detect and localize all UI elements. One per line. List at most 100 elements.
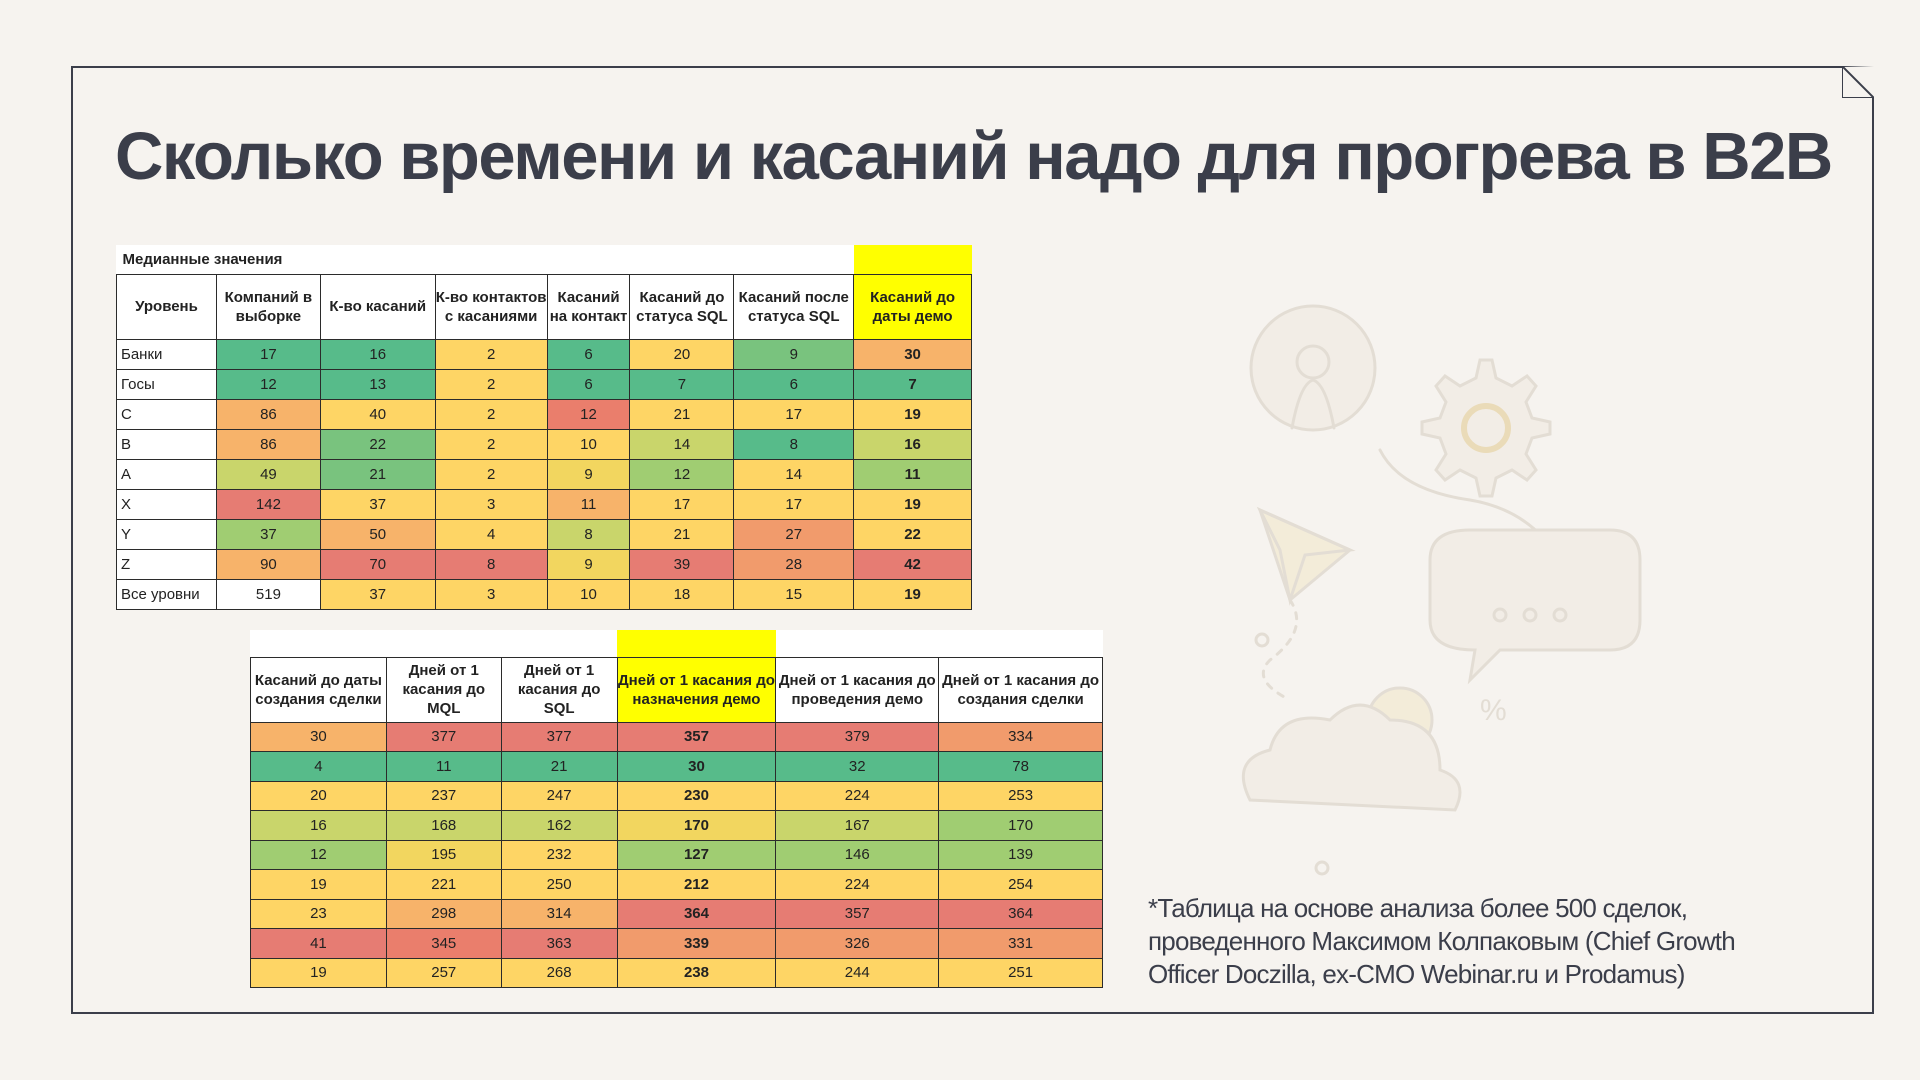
table-cell: 364 <box>938 898 1103 929</box>
table-cell: 238 <box>616 957 777 988</box>
header-companies: Компаний в выборке <box>215 273 321 340</box>
table-cell: 339 <box>616 928 777 959</box>
table-cell: 253 <box>938 780 1103 811</box>
table-cell: 326 <box>775 928 940 959</box>
table-cell: 21 <box>629 518 735 550</box>
header-days-to-demo-scheduled: Дней от 1 касания до назначения демо <box>616 656 777 723</box>
table-cell: 13 <box>319 368 436 400</box>
table-cell: 19 <box>853 578 972 610</box>
table-cell: 170 <box>616 810 777 841</box>
table-cell: 14 <box>629 428 735 460</box>
table-cell: 268 <box>500 957 618 988</box>
table-row: 41 345 363 339 326 331 <box>250 928 1103 959</box>
table-cell: 3 <box>434 578 548 610</box>
dashed-path <box>1261 598 1299 702</box>
row-label: Z <box>116 548 217 580</box>
table-cell: 2 <box>434 458 548 490</box>
table-cell: 50 <box>319 518 436 550</box>
table-row: 16 168 162 170 167 170 <box>250 810 1103 841</box>
row-label: Банки <box>116 338 217 370</box>
table-cell: 247 <box>500 780 618 811</box>
table-row: Все уровни 519 37 3 10 18 15 19 <box>116 578 972 610</box>
table-cell: 250 <box>500 869 618 900</box>
table-cell: 12 <box>546 398 631 430</box>
table-cell: 23 <box>250 898 387 929</box>
table-cell: 334 <box>938 721 1103 752</box>
table-row: Y 37 50 4 8 21 27 22 <box>116 518 972 550</box>
header-days-to-demo-held: Дней от 1 касания до проведения демо <box>775 656 940 723</box>
row-label: Госы <box>116 368 217 400</box>
table-cell: 39 <box>629 548 735 580</box>
table-cell: 19 <box>250 869 387 900</box>
chat-bubble-icon <box>1428 528 1642 685</box>
table-row: X 142 37 3 11 17 17 19 <box>116 488 972 520</box>
table-cell: 21 <box>319 458 436 490</box>
metrics-table-days: Касаний до даты создания сделки Дней от … <box>250 630 1103 988</box>
table-cell: 6 <box>546 338 631 370</box>
table-cell: 22 <box>319 428 436 460</box>
table-cell: 32 <box>775 751 940 782</box>
row-label: B <box>116 428 217 460</box>
table-cell: 42 <box>853 548 972 580</box>
table-cell: 314 <box>500 898 618 929</box>
table-cell: 377 <box>500 721 618 752</box>
header-touches-per-contact: Касаний на контакт <box>546 273 631 340</box>
table-cell: 20 <box>250 780 387 811</box>
table-cell: 6 <box>546 368 631 400</box>
table-cell: 16 <box>250 810 387 841</box>
header-days-to-deal: Дней от 1 касания до создания сделки <box>938 656 1103 723</box>
median-caption: Медианные значения <box>116 245 321 275</box>
header-days-to-mql: Дней от 1 касания до MQL <box>385 656 502 723</box>
table-cell: 7 <box>853 368 972 400</box>
table-cell: 21 <box>500 751 618 782</box>
table-cell: 12 <box>250 839 387 870</box>
table-cell: 11 <box>853 458 972 490</box>
row-label: X <box>116 488 217 520</box>
header-touches-before-demo: Касаний до даты демо <box>853 273 972 340</box>
header-touches-after-sql: Касаний после статуса SQL <box>733 273 855 340</box>
table-row: 23 298 314 364 357 364 <box>250 898 1103 929</box>
table-cell: 519 <box>215 578 321 610</box>
table-cell: 230 <box>616 780 777 811</box>
table-row: 30 377 377 357 379 334 <box>250 721 1103 752</box>
table-cell: 30 <box>853 338 972 370</box>
table-cell: 9 <box>546 458 631 490</box>
gear-icon <box>1420 358 1552 498</box>
header-contacts: К-во контактов с касаниями <box>434 273 548 340</box>
table-cell: 2 <box>434 368 548 400</box>
table-cell: 2 <box>434 398 548 430</box>
header-level: Уровень <box>116 273 217 340</box>
table-cell: 10 <box>546 578 631 610</box>
table-cell: 127 <box>616 839 777 870</box>
table-cell: 30 <box>250 721 387 752</box>
table-cell: 6 <box>733 368 855 400</box>
table-cell: 237 <box>385 780 502 811</box>
table-cell: 16 <box>853 428 972 460</box>
table-cell: 357 <box>775 898 940 929</box>
table-cell: 21 <box>629 398 735 430</box>
table-cell: 224 <box>775 869 940 900</box>
table1-header-row: Уровень Компаний в выборке К-во касаний … <box>116 273 972 340</box>
table-row: A 49 21 2 9 12 14 11 <box>116 458 972 490</box>
table-cell: 379 <box>775 721 940 752</box>
table-cell: 22 <box>853 518 972 550</box>
metrics-table-touches: Медианные значения Уровень Компаний в вы… <box>116 245 972 610</box>
table-cell: 7 <box>629 368 735 400</box>
table-cell: 4 <box>434 518 548 550</box>
table-cell: 17 <box>215 338 321 370</box>
table-cell: 37 <box>319 488 436 520</box>
table-cell: 170 <box>938 810 1103 841</box>
folded-corner-icon <box>1842 66 1874 98</box>
table-cell: 244 <box>775 957 940 988</box>
table-cell: 195 <box>385 839 502 870</box>
table-cell: 9 <box>733 338 855 370</box>
table-row: 19 221 250 212 224 254 <box>250 869 1103 900</box>
table-cell: 364 <box>616 898 777 929</box>
cloud-icon <box>1241 703 1462 812</box>
table-cell: 3 <box>434 488 548 520</box>
header-days-to-sql: Дней от 1 касания до SQL <box>500 656 618 723</box>
table-cell: 18 <box>629 578 735 610</box>
table-cell: 37 <box>215 518 321 550</box>
table-cell: 37 <box>319 578 436 610</box>
table-cell: 27 <box>733 518 855 550</box>
